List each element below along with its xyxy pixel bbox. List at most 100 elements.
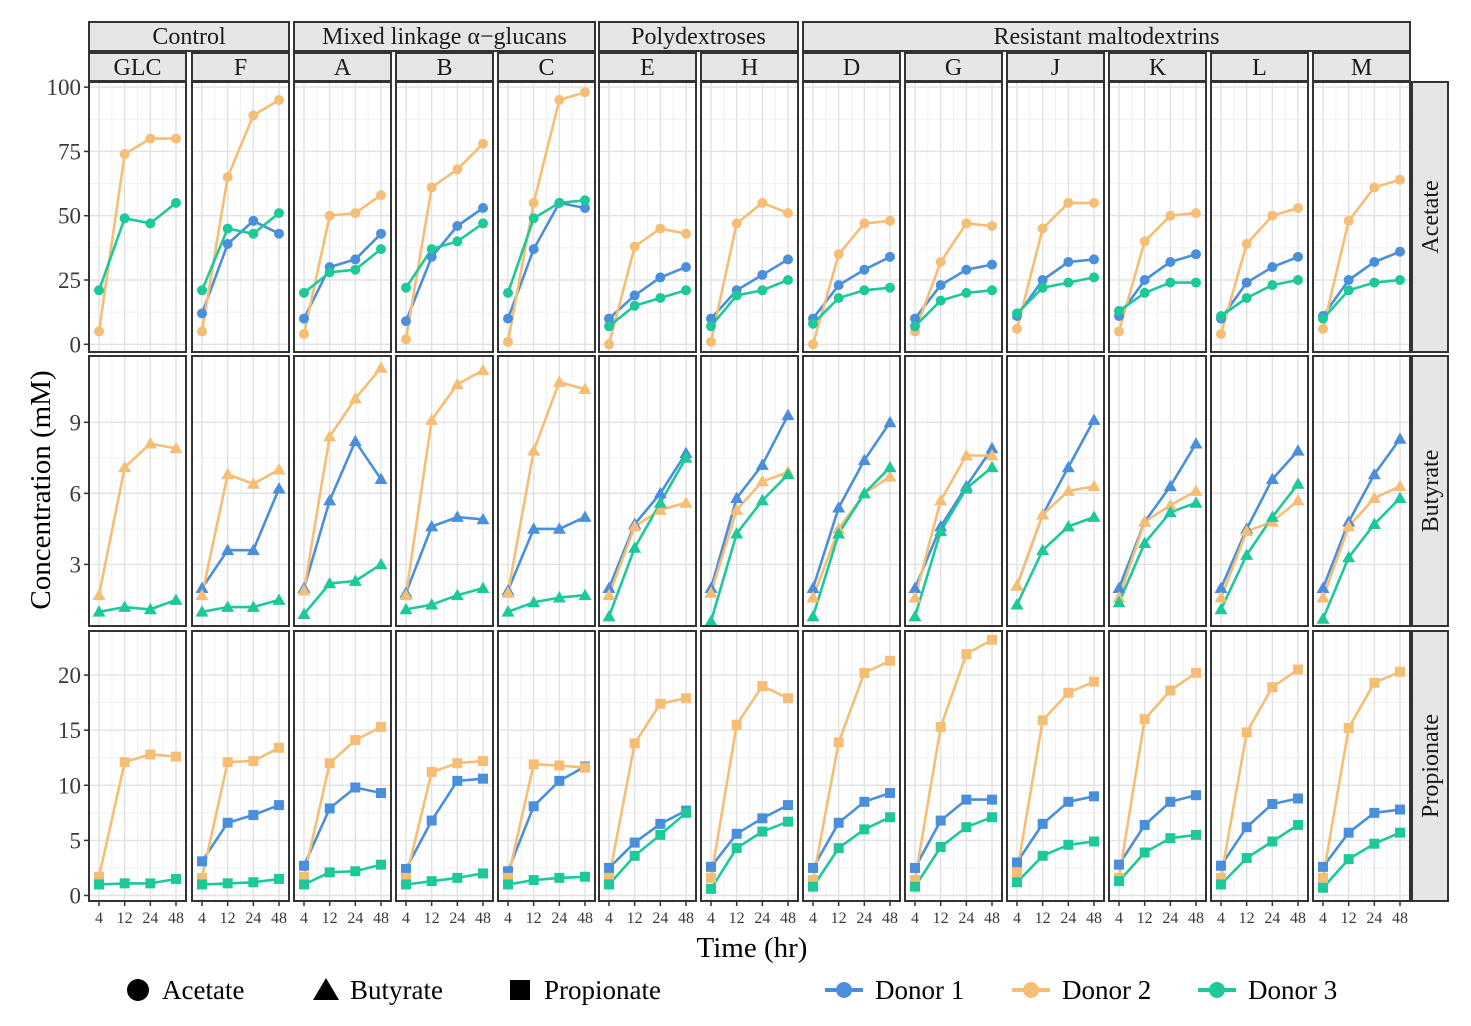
x-tick-label: 12	[1341, 910, 1357, 927]
marker-square	[248, 756, 259, 767]
marker-triangle	[806, 591, 820, 603]
column-strip-label: C	[538, 55, 554, 81]
series-line-donor-1	[1117, 442, 1198, 589]
marker-square	[731, 843, 742, 854]
marker-triangle	[602, 610, 616, 622]
marker-triangle	[985, 448, 999, 461]
x-tick-label: 48	[882, 910, 898, 927]
panel-butyrate-D	[802, 355, 901, 627]
y-tick-label: 50	[58, 204, 81, 229]
series-line-donor-1	[404, 777, 484, 870]
series-line-donor-1	[302, 786, 382, 867]
marker-circle	[554, 197, 565, 208]
marker-circle	[1343, 215, 1354, 226]
marker-square	[478, 868, 488, 879]
marker-circle	[1216, 329, 1226, 339]
legend-item-donor-1: Donor 1	[825, 975, 964, 1005]
column-strip-label: F	[234, 55, 247, 81]
panel-propionate-GLC: 4 12 24 48	[88, 630, 187, 927]
x-tick-label: 24	[142, 910, 158, 927]
marker-circle	[808, 318, 818, 329]
x-tick-label: 48	[475, 910, 491, 927]
marker-circle	[1139, 236, 1150, 247]
panel-propionate-L: 4 12 24 48	[1210, 630, 1309, 927]
marker-circle	[426, 244, 437, 255]
panel-border	[293, 630, 392, 902]
series-line-donor-3	[1219, 483, 1300, 610]
panel-border	[88, 81, 187, 353]
marker-circle	[528, 197, 539, 208]
x-tick-label: 24	[958, 910, 974, 927]
marker-circle	[376, 228, 386, 239]
marker-square	[401, 879, 411, 890]
marker-triangle	[169, 593, 183, 605]
marker-triangle	[1061, 520, 1075, 532]
series-line-donor-1	[1117, 253, 1197, 317]
marker-square	[145, 878, 156, 889]
marker-square	[1089, 836, 1099, 847]
marker-circle	[655, 272, 666, 283]
series-line-donor-3	[303, 248, 382, 294]
y-tick-label: 25	[58, 268, 81, 293]
marker-triangle	[450, 588, 464, 601]
marker-triangle	[501, 605, 515, 617]
marker-triangle	[1036, 508, 1050, 520]
marker-triangle	[704, 586, 718, 598]
marker-triangle	[1163, 498, 1177, 511]
marker-square	[783, 693, 793, 704]
series-line-donor-2	[506, 380, 586, 594]
marker-square	[350, 866, 361, 877]
panel-border	[700, 355, 799, 627]
panel-border	[191, 630, 290, 902]
marker-circle	[833, 293, 844, 303]
marker-square	[452, 758, 463, 769]
column-strip-M	[1312, 52, 1411, 82]
panel-butyrate-GLC	[88, 355, 187, 627]
panel-border	[395, 630, 494, 902]
marker-square	[274, 800, 284, 811]
panel-border	[497, 355, 596, 627]
series-line-donor-1	[913, 447, 994, 589]
marker-square	[554, 775, 565, 786]
marker-square	[426, 815, 437, 826]
marker-square	[808, 875, 818, 886]
series-line-donor-2	[607, 696, 687, 879]
marker-triangle	[1036, 543, 1050, 556]
x-tick-label: 24	[1366, 910, 1382, 927]
column-strip-L	[1210, 52, 1309, 82]
series-line-donor-1	[1321, 808, 1401, 868]
legend-triangle-icon	[313, 978, 339, 1000]
x-tick-label: 12	[933, 910, 949, 927]
marker-circle	[731, 290, 742, 301]
marker-circle	[145, 133, 156, 144]
panel-border	[802, 81, 901, 353]
marker-triangle	[425, 413, 439, 425]
x-tick-label: 24	[1060, 910, 1076, 927]
series-line-donor-1	[608, 265, 687, 320]
marker-triangle	[1240, 524, 1254, 537]
marker-square	[299, 860, 309, 871]
x-tick-label: 24	[754, 910, 770, 927]
marker-square	[1216, 872, 1226, 883]
series-line-donor-3	[914, 289, 993, 328]
marker-triangle	[704, 614, 718, 627]
x-tick-label: 48	[780, 910, 796, 927]
marker-circle	[833, 280, 844, 291]
x-tick-label: 12	[117, 910, 133, 927]
series-line-donor-1	[709, 803, 789, 868]
series-line-donor-3	[507, 593, 586, 614]
marker-triangle	[883, 415, 897, 428]
marker-triangle	[1214, 591, 1228, 603]
panel-acetate-A	[293, 81, 392, 353]
series-line-donor-2	[1321, 485, 1401, 599]
marker-square	[987, 634, 997, 645]
marker-circle	[94, 285, 104, 296]
marker-circle	[1089, 272, 1099, 283]
panel-border	[1312, 81, 1411, 353]
series-line-donor-2	[302, 366, 382, 591]
marker-square	[859, 796, 870, 807]
marker-square	[426, 767, 437, 778]
marker-circle	[299, 329, 309, 339]
marker-triangle	[1393, 432, 1407, 444]
series-line-donor-1	[913, 798, 992, 869]
